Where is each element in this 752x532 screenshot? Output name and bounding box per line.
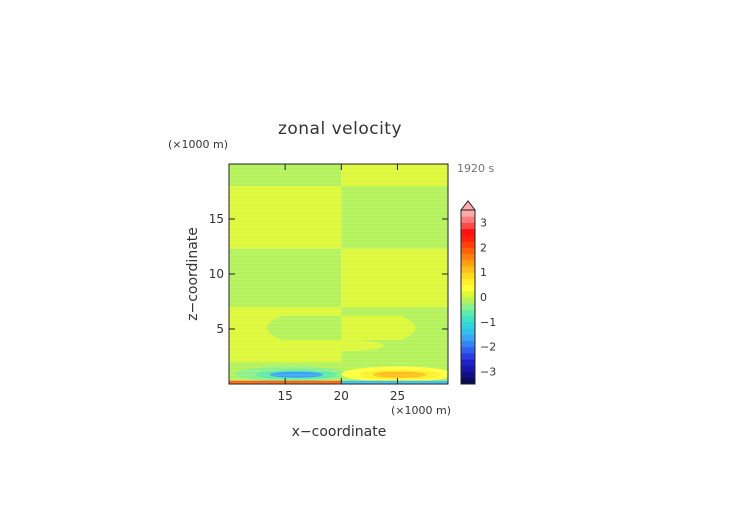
colorbar-tick-label: −2 — [480, 341, 496, 354]
heatmap-feature-2 — [305, 340, 384, 351]
colorbar-swatch — [461, 309, 475, 317]
heatmap-feature-6 — [269, 371, 324, 378]
heatmap-region-0 — [229, 164, 342, 186]
colorbar-frame — [460, 209, 476, 385]
colorbar-swatch — [461, 278, 475, 286]
x-tick-label: 25 — [390, 389, 405, 403]
colorbar-swatch — [461, 265, 475, 273]
chart-title: zonal velocity — [278, 119, 402, 139]
colorbar-extend-arrow — [459, 200, 477, 211]
heatmap-region-5 — [341, 248, 448, 307]
colorbar-swatch — [461, 328, 475, 335]
y-tick-label: 5 — [216, 322, 224, 336]
y-axis-label: z−coordinate — [185, 227, 201, 321]
colorbar-swatch — [461, 222, 475, 230]
heatmap-feature-1 — [341, 315, 416, 340]
colorbar-tick-label: 0 — [480, 291, 487, 304]
colorbar-swatch — [461, 297, 475, 304]
y-tick-label: 15 — [209, 212, 224, 226]
time-label: 1920 s — [457, 162, 494, 175]
colorbar-swatch — [461, 334, 475, 341]
colorbar-swatch — [461, 321, 475, 329]
y-axis-ticks: 5 10 15 — [209, 212, 448, 336]
heatmap-feature-0 — [267, 315, 342, 340]
colorbar-swatch — [461, 234, 475, 242]
colorbar-tick-label: −1 — [480, 316, 496, 329]
colorbar-swatch — [461, 259, 475, 267]
colorbar-swatch — [461, 303, 475, 310]
colorbar-tick-label: 1 — [480, 266, 487, 279]
heatmap-region-4 — [229, 248, 342, 307]
colorbar-tick-label: 3 — [480, 216, 487, 229]
colorbar-swatch — [461, 216, 475, 223]
x-tick-label: 20 — [334, 389, 349, 403]
plot-area: 15 20 25 5 10 15 — [209, 163, 449, 403]
heatmap-region-1 — [341, 164, 448, 186]
y-unit-label: (×1000 m) — [168, 138, 228, 151]
colorbar-swatch — [461, 340, 475, 348]
colorbar-swatch — [461, 290, 475, 298]
colorbar-swatch — [461, 315, 475, 323]
colorbar-swatch — [461, 371, 475, 379]
colorbar-swatch — [461, 272, 475, 279]
colorbar-swatch — [461, 377, 475, 385]
colorbar-swatch — [461, 359, 475, 366]
x-axis-ticks: 15 20 25 — [278, 164, 405, 403]
colorbar-tick-label: 2 — [480, 241, 487, 254]
heatmap-region-3 — [341, 186, 448, 249]
x-tick-label: 15 — [278, 389, 293, 403]
colorbar-swatch — [461, 253, 475, 261]
colorbar-swatch — [461, 241, 475, 248]
colorbar-swatch — [461, 228, 475, 236]
heatmap-region-2 — [229, 186, 342, 249]
colorbar-tick-label: −3 — [480, 366, 496, 379]
heatmap-feature-9 — [372, 371, 427, 378]
colorbar-swatch — [461, 365, 475, 373]
colorbar-swatch — [461, 346, 475, 354]
x-axis-label: x−coordinate — [292, 424, 387, 440]
colorbar-swatch — [461, 247, 475, 254]
colorbar-swatch — [461, 210, 475, 217]
colorbar: 3 2 1 0 −1 −2 −3 — [459, 200, 496, 385]
x-unit-label: (×1000 m) — [391, 404, 451, 417]
heatmap-feature-11 — [341, 380, 448, 384]
heatmap-field — [229, 164, 448, 384]
colorbar-swatch — [461, 284, 475, 292]
colorbar-swatch — [461, 352, 475, 360]
y-tick-label: 10 — [209, 267, 224, 281]
